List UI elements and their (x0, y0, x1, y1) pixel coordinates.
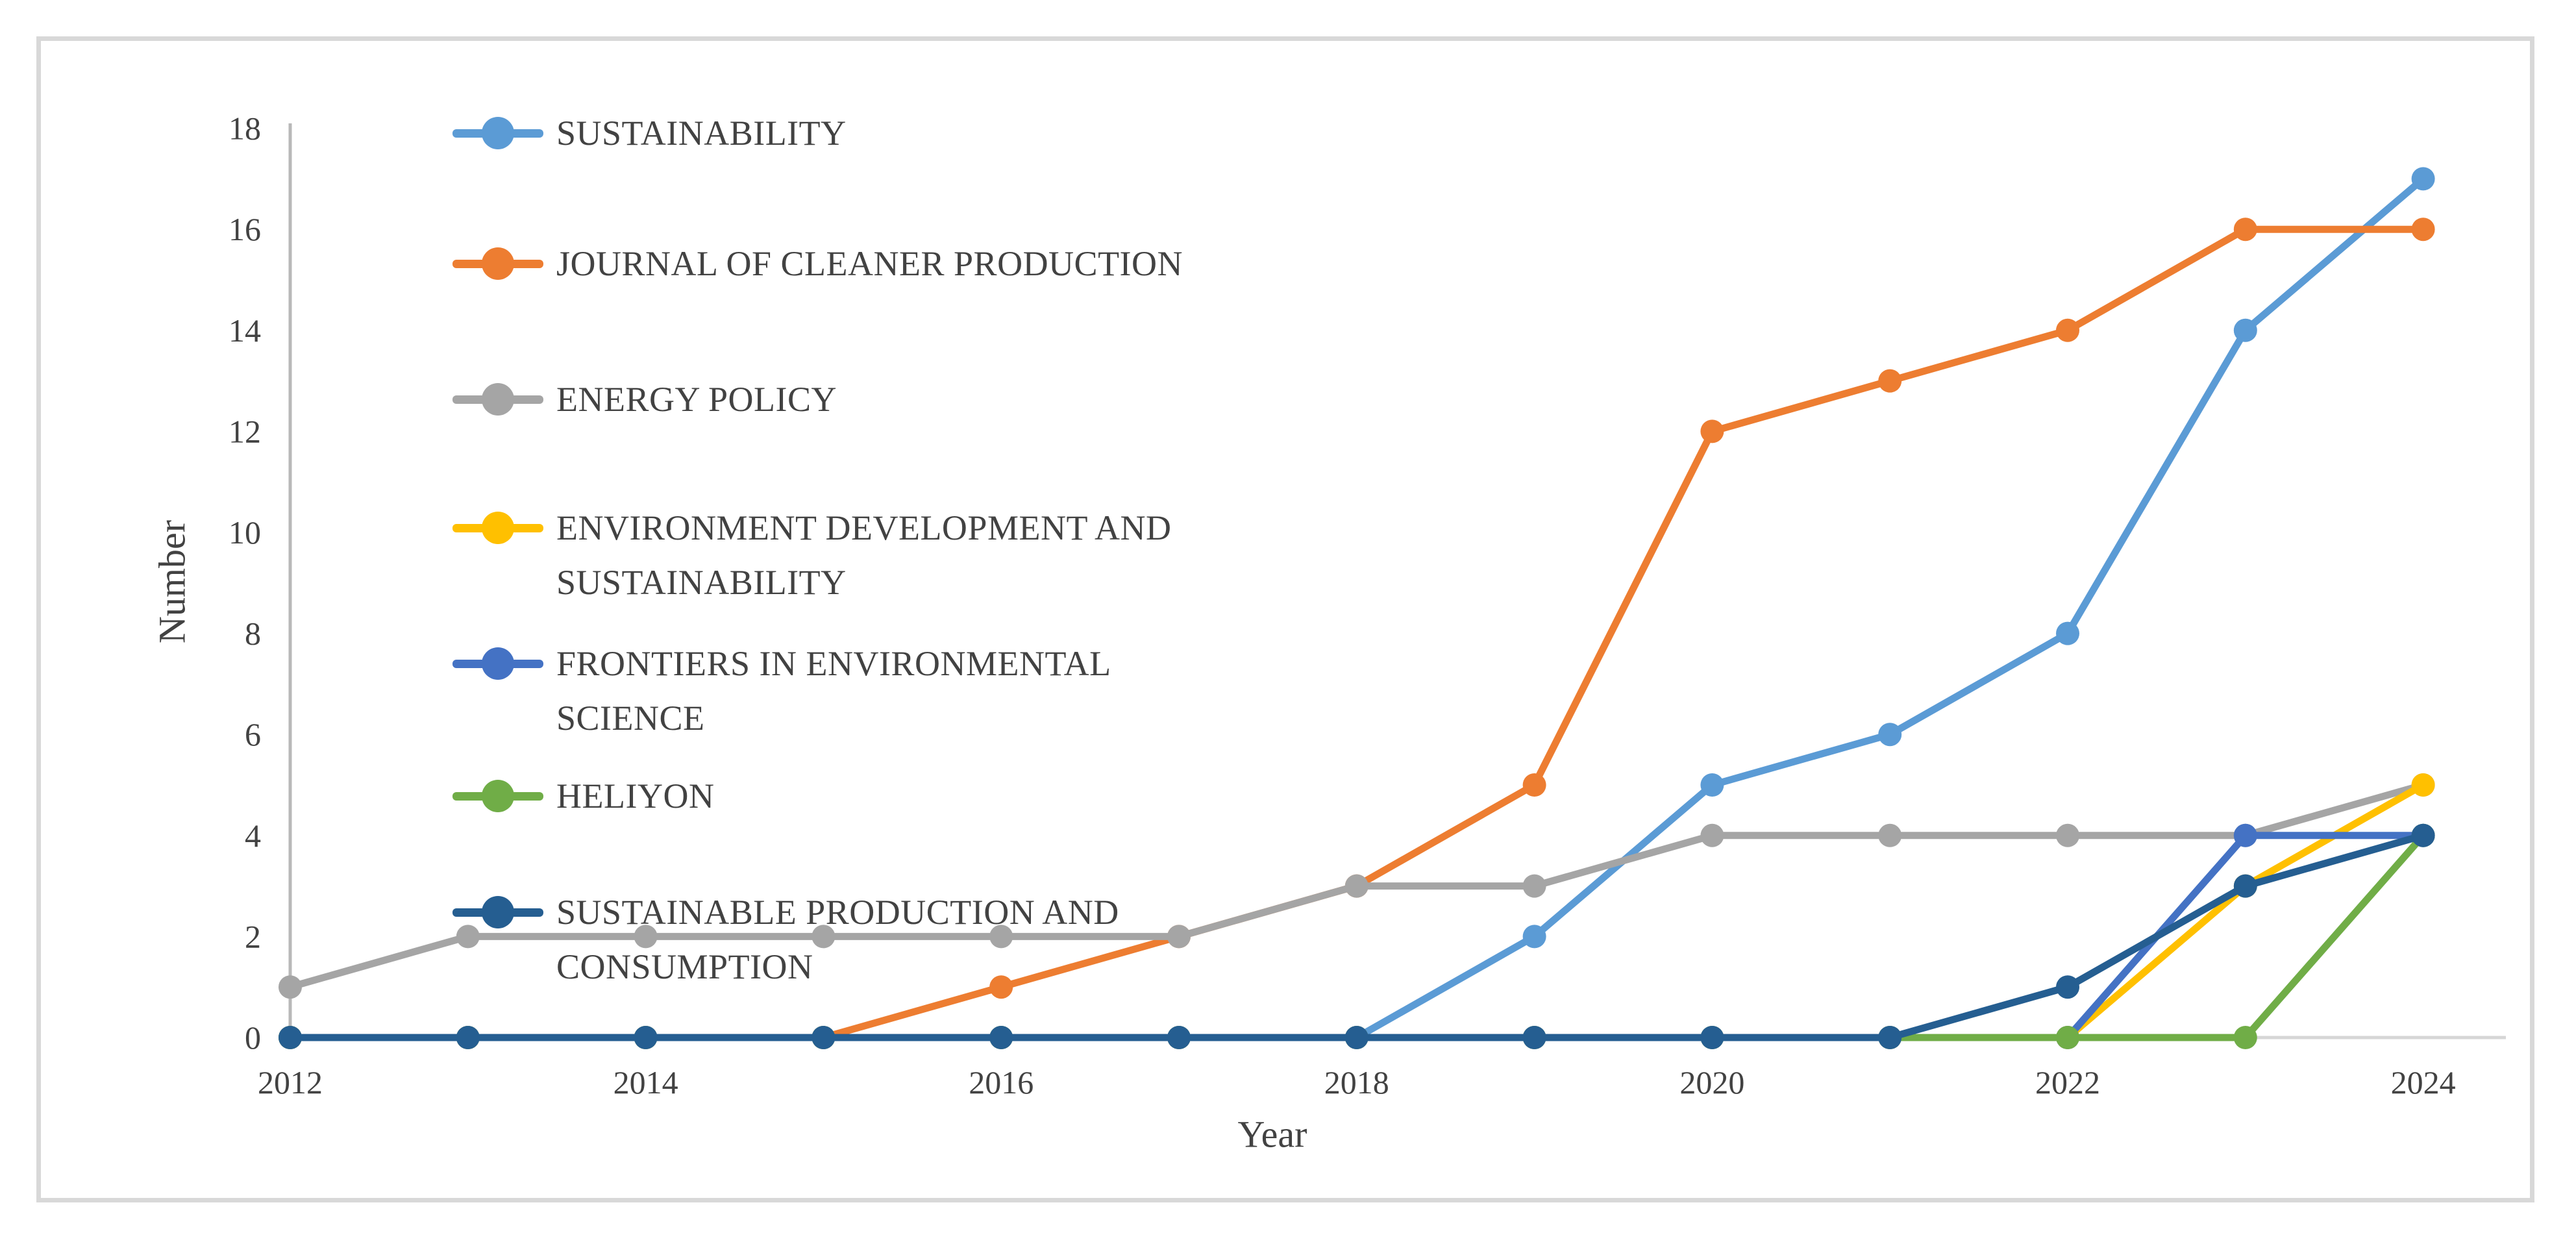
y-tick-label: 10 (229, 514, 261, 551)
data-point-journal-of-cleaner-production-2024 (2411, 218, 2435, 242)
x-tick-label: 2018 (1324, 1064, 1389, 1101)
data-point-energy-policy-2016 (989, 925, 1013, 949)
series-journal-of-cleaner-production (279, 218, 2435, 1049)
data-point-sustainability-2024 (2411, 167, 2435, 191)
y-tick-label: 4 (245, 817, 261, 854)
data-point-environment-development-and-sustainability-2024 (2411, 773, 2435, 797)
data-point-journal-of-cleaner-production-2019 (1522, 773, 1546, 797)
data-point-energy-policy-2018 (1344, 874, 1368, 898)
y-tick-label: 2 (245, 918, 261, 954)
data-point-sustainable-production-and-consumption-2012 (279, 1026, 302, 1049)
y-tick-label: 6 (245, 716, 261, 753)
data-point-sustainable-production-and-consumption-2013 (456, 1026, 480, 1049)
data-point-sustainability-2023 (2233, 318, 2257, 342)
data-point-journal-of-cleaner-production-2021 (1878, 369, 1902, 393)
x-tick-label: 2020 (1679, 1064, 1744, 1101)
data-point-energy-policy-2012 (279, 975, 302, 999)
data-point-sustainability-2020 (1700, 773, 1724, 797)
data-point-energy-policy-2014 (634, 925, 658, 949)
data-point-sustainability-2019 (1522, 925, 1546, 949)
x-tick-label: 2022 (2035, 1064, 2100, 1101)
series-line-journal-of-cleaner-production (286, 225, 2427, 1041)
x-axis-title: Year (1237, 1113, 1307, 1156)
data-point-energy-policy-2022 (2056, 823, 2079, 847)
data-point-sustainable-production-and-consumption-2022 (2056, 975, 2079, 999)
data-point-energy-policy-2015 (811, 925, 836, 949)
data-point-sustainable-production-and-consumption-2014 (634, 1026, 658, 1049)
y-tick-label: 16 (229, 211, 261, 247)
data-point-energy-policy-2017 (1167, 925, 1191, 949)
x-tick-label: 2024 (2391, 1064, 2456, 1101)
x-tick-label: 2016 (969, 1064, 1034, 1101)
data-point-sustainable-production-and-consumption-2023 (2233, 874, 2257, 898)
data-point-journal-of-cleaner-production-2020 (1700, 419, 1724, 443)
data-point-energy-policy-2019 (1522, 874, 1546, 898)
y-tick-label: 18 (229, 110, 261, 147)
series-sustainable-production-and-consumption (279, 823, 2435, 1049)
data-point-sustainability-2021 (1878, 723, 1902, 747)
data-point-energy-policy-2021 (1878, 823, 1902, 847)
data-point-sustainable-production-and-consumption-2020 (1700, 1026, 1724, 1049)
data-point-journal-of-cleaner-production-2022 (2056, 318, 2079, 342)
data-point-sustainable-production-and-consumption-2017 (1167, 1026, 1191, 1049)
data-point-sustainable-production-and-consumption-2024 (2411, 823, 2435, 847)
data-point-heliyon-2023 (2233, 1026, 2257, 1049)
y-axis-title: Number (151, 519, 193, 644)
data-point-heliyon-2022 (2056, 1026, 2079, 1049)
figure-border (36, 36, 2534, 1202)
data-point-sustainable-production-and-consumption-2018 (1344, 1026, 1368, 1049)
data-point-sustainable-production-and-consumption-2016 (989, 1026, 1013, 1049)
y-tick-label: 12 (229, 413, 261, 449)
data-point-journal-of-cleaner-production-2016 (989, 975, 1013, 999)
data-point-sustainable-production-and-consumption-2019 (1522, 1026, 1546, 1049)
data-point-sustainability-2022 (2056, 621, 2079, 645)
y-tick-label: 0 (245, 1019, 261, 1056)
data-point-sustainable-production-and-consumption-2021 (1878, 1026, 1902, 1049)
y-tick-label: 14 (229, 312, 261, 349)
x-tick-label: 2014 (613, 1064, 678, 1101)
x-tick-label: 2012 (258, 1064, 323, 1101)
series-environment-development-and-sustainability (279, 773, 2435, 1049)
y-tick-label: 8 (245, 616, 261, 652)
data-point-energy-policy-2013 (456, 925, 480, 949)
data-point-frontiers-in-environmental-science-2023 (2233, 823, 2257, 847)
data-point-journal-of-cleaner-production-2023 (2233, 218, 2257, 242)
data-point-energy-policy-2020 (1700, 823, 1724, 847)
data-point-sustainable-production-and-consumption-2015 (811, 1026, 836, 1049)
series-sustainability (279, 167, 2435, 1049)
